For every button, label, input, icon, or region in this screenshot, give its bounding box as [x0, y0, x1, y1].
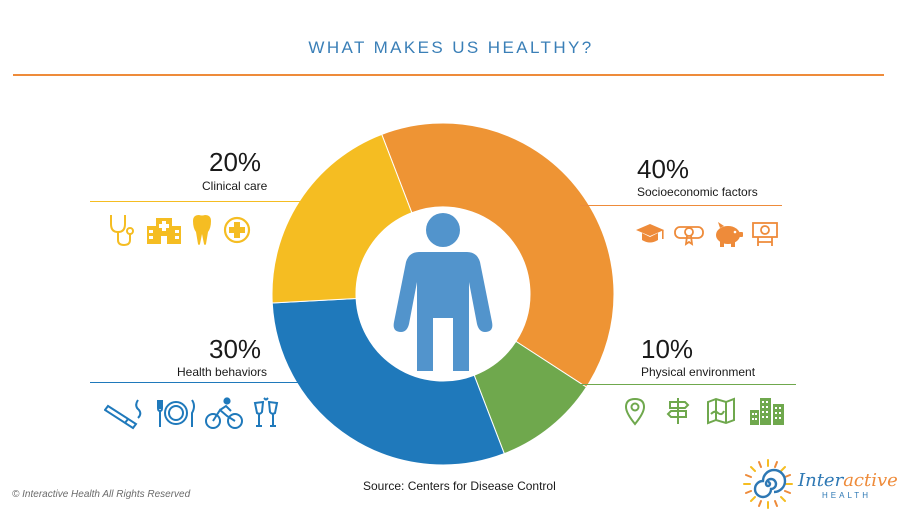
physical-environment-percent: 10% — [641, 334, 694, 364]
health-behaviors-percent: 30% — [209, 334, 262, 364]
medical-cross-icon — [223, 216, 251, 244]
cigarette-icon — [104, 399, 142, 430]
city-buildings-icon — [750, 398, 784, 425]
clinical-care-label: Clinical care — [202, 179, 268, 193]
copyright-notice: © Interactive Health All Rights Reserved — [12, 489, 191, 500]
title-divider — [13, 74, 884, 76]
chart-source: Source: Centers for Disease Control — [363, 479, 556, 493]
person-icon — [393, 213, 493, 371]
socioeconomic-icons — [634, 220, 780, 248]
graduation-cap-icon — [636, 224, 664, 243]
money-icon — [752, 222, 778, 246]
interactive-health-logo-icon — [743, 459, 793, 509]
health-behaviors-label: Health behaviors — [177, 365, 268, 379]
tooth-icon — [193, 215, 211, 245]
socioeconomic-rule — [580, 205, 782, 206]
clinical-care-rule — [90, 201, 310, 202]
map-pin-icon — [624, 397, 646, 426]
clinical-care-percent: 20% — [209, 147, 262, 177]
physical-environment-rule — [580, 384, 796, 385]
donut-slice-health-behaviors — [271, 298, 505, 466]
logo-subtitle: HEALTH — [822, 491, 871, 500]
health-behaviors-rule — [90, 382, 310, 383]
hospital-icon — [147, 218, 181, 244]
clinical-care-icons — [106, 212, 253, 248]
logo-word-inter: Inter — [798, 470, 844, 491]
health-behaviors-icons — [104, 396, 280, 430]
piggy-bank-icon — [716, 222, 743, 247]
logo-wordmark: Interactive — [798, 470, 898, 491]
signpost-icon — [666, 398, 690, 424]
physical-environment-icons — [623, 396, 788, 426]
logo-word-active: active — [843, 470, 898, 491]
cyclist-icon — [205, 397, 243, 429]
plate-fork-knife-icon — [157, 399, 195, 427]
socioeconomic-percent: 40% — [637, 154, 690, 184]
socioeconomic-label: Socioeconomic factors — [637, 185, 758, 199]
champagne-glasses-icon — [253, 397, 279, 427]
donut-slice-clinical-care — [271, 133, 413, 304]
stethoscope-icon — [110, 215, 134, 247]
diploma-icon — [674, 226, 704, 246]
page-title: WHAT MAKES US HEALTHY? — [308, 38, 594, 57]
map-icon — [707, 397, 735, 425]
donut-slice-socioeconomic-factors — [381, 122, 615, 388]
physical-environment-label: Physical environment — [641, 365, 756, 379]
